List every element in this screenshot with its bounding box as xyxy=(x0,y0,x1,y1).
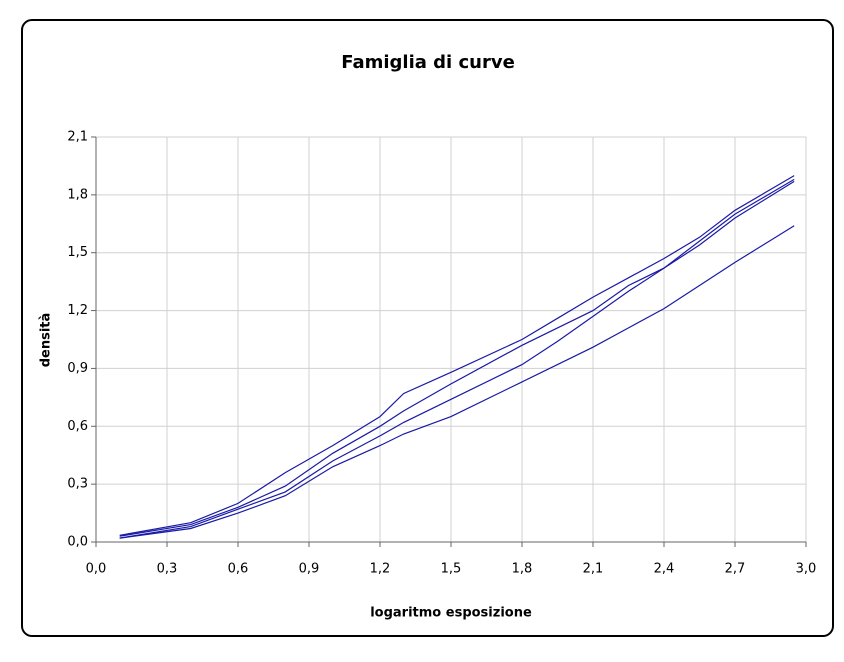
data-line xyxy=(119,180,795,537)
x-tick-label: 1,2 xyxy=(370,562,391,577)
y-tick-label: 0,0 xyxy=(67,535,88,550)
chart-frame xyxy=(21,19,834,637)
y-tick-label: 1,2 xyxy=(67,303,88,318)
x-tick-label: 0,0 xyxy=(86,562,107,577)
x-tick-label: 2,1 xyxy=(583,562,604,577)
x-tick-label: 0,6 xyxy=(228,562,249,577)
y-tick-label: 0,3 xyxy=(67,477,88,492)
x-tick-label: 1,8 xyxy=(512,562,533,577)
x-axis-label: logaritmo esposizione xyxy=(370,606,532,621)
x-tick-label: 0,9 xyxy=(299,562,320,577)
y-axis-label: densità xyxy=(39,313,54,368)
chart-title: Famiglia di curve xyxy=(341,52,515,73)
x-tick-label: 3,0 xyxy=(796,562,817,577)
y-tick-label: 1,8 xyxy=(67,187,88,202)
y-tick-label: 0,9 xyxy=(67,361,88,376)
y-tick-label: 0,6 xyxy=(67,419,88,434)
x-tick-label: 2,4 xyxy=(654,562,675,577)
y-tick-label: 2,1 xyxy=(67,130,88,145)
data-line xyxy=(119,225,795,539)
data-line xyxy=(119,178,795,539)
x-tick-label: 1,5 xyxy=(441,562,462,577)
x-tick-label: 0,3 xyxy=(157,562,178,577)
y-tick-label: 1,5 xyxy=(67,245,88,260)
x-tick-label: 2,7 xyxy=(725,562,746,577)
data-line xyxy=(119,175,795,536)
